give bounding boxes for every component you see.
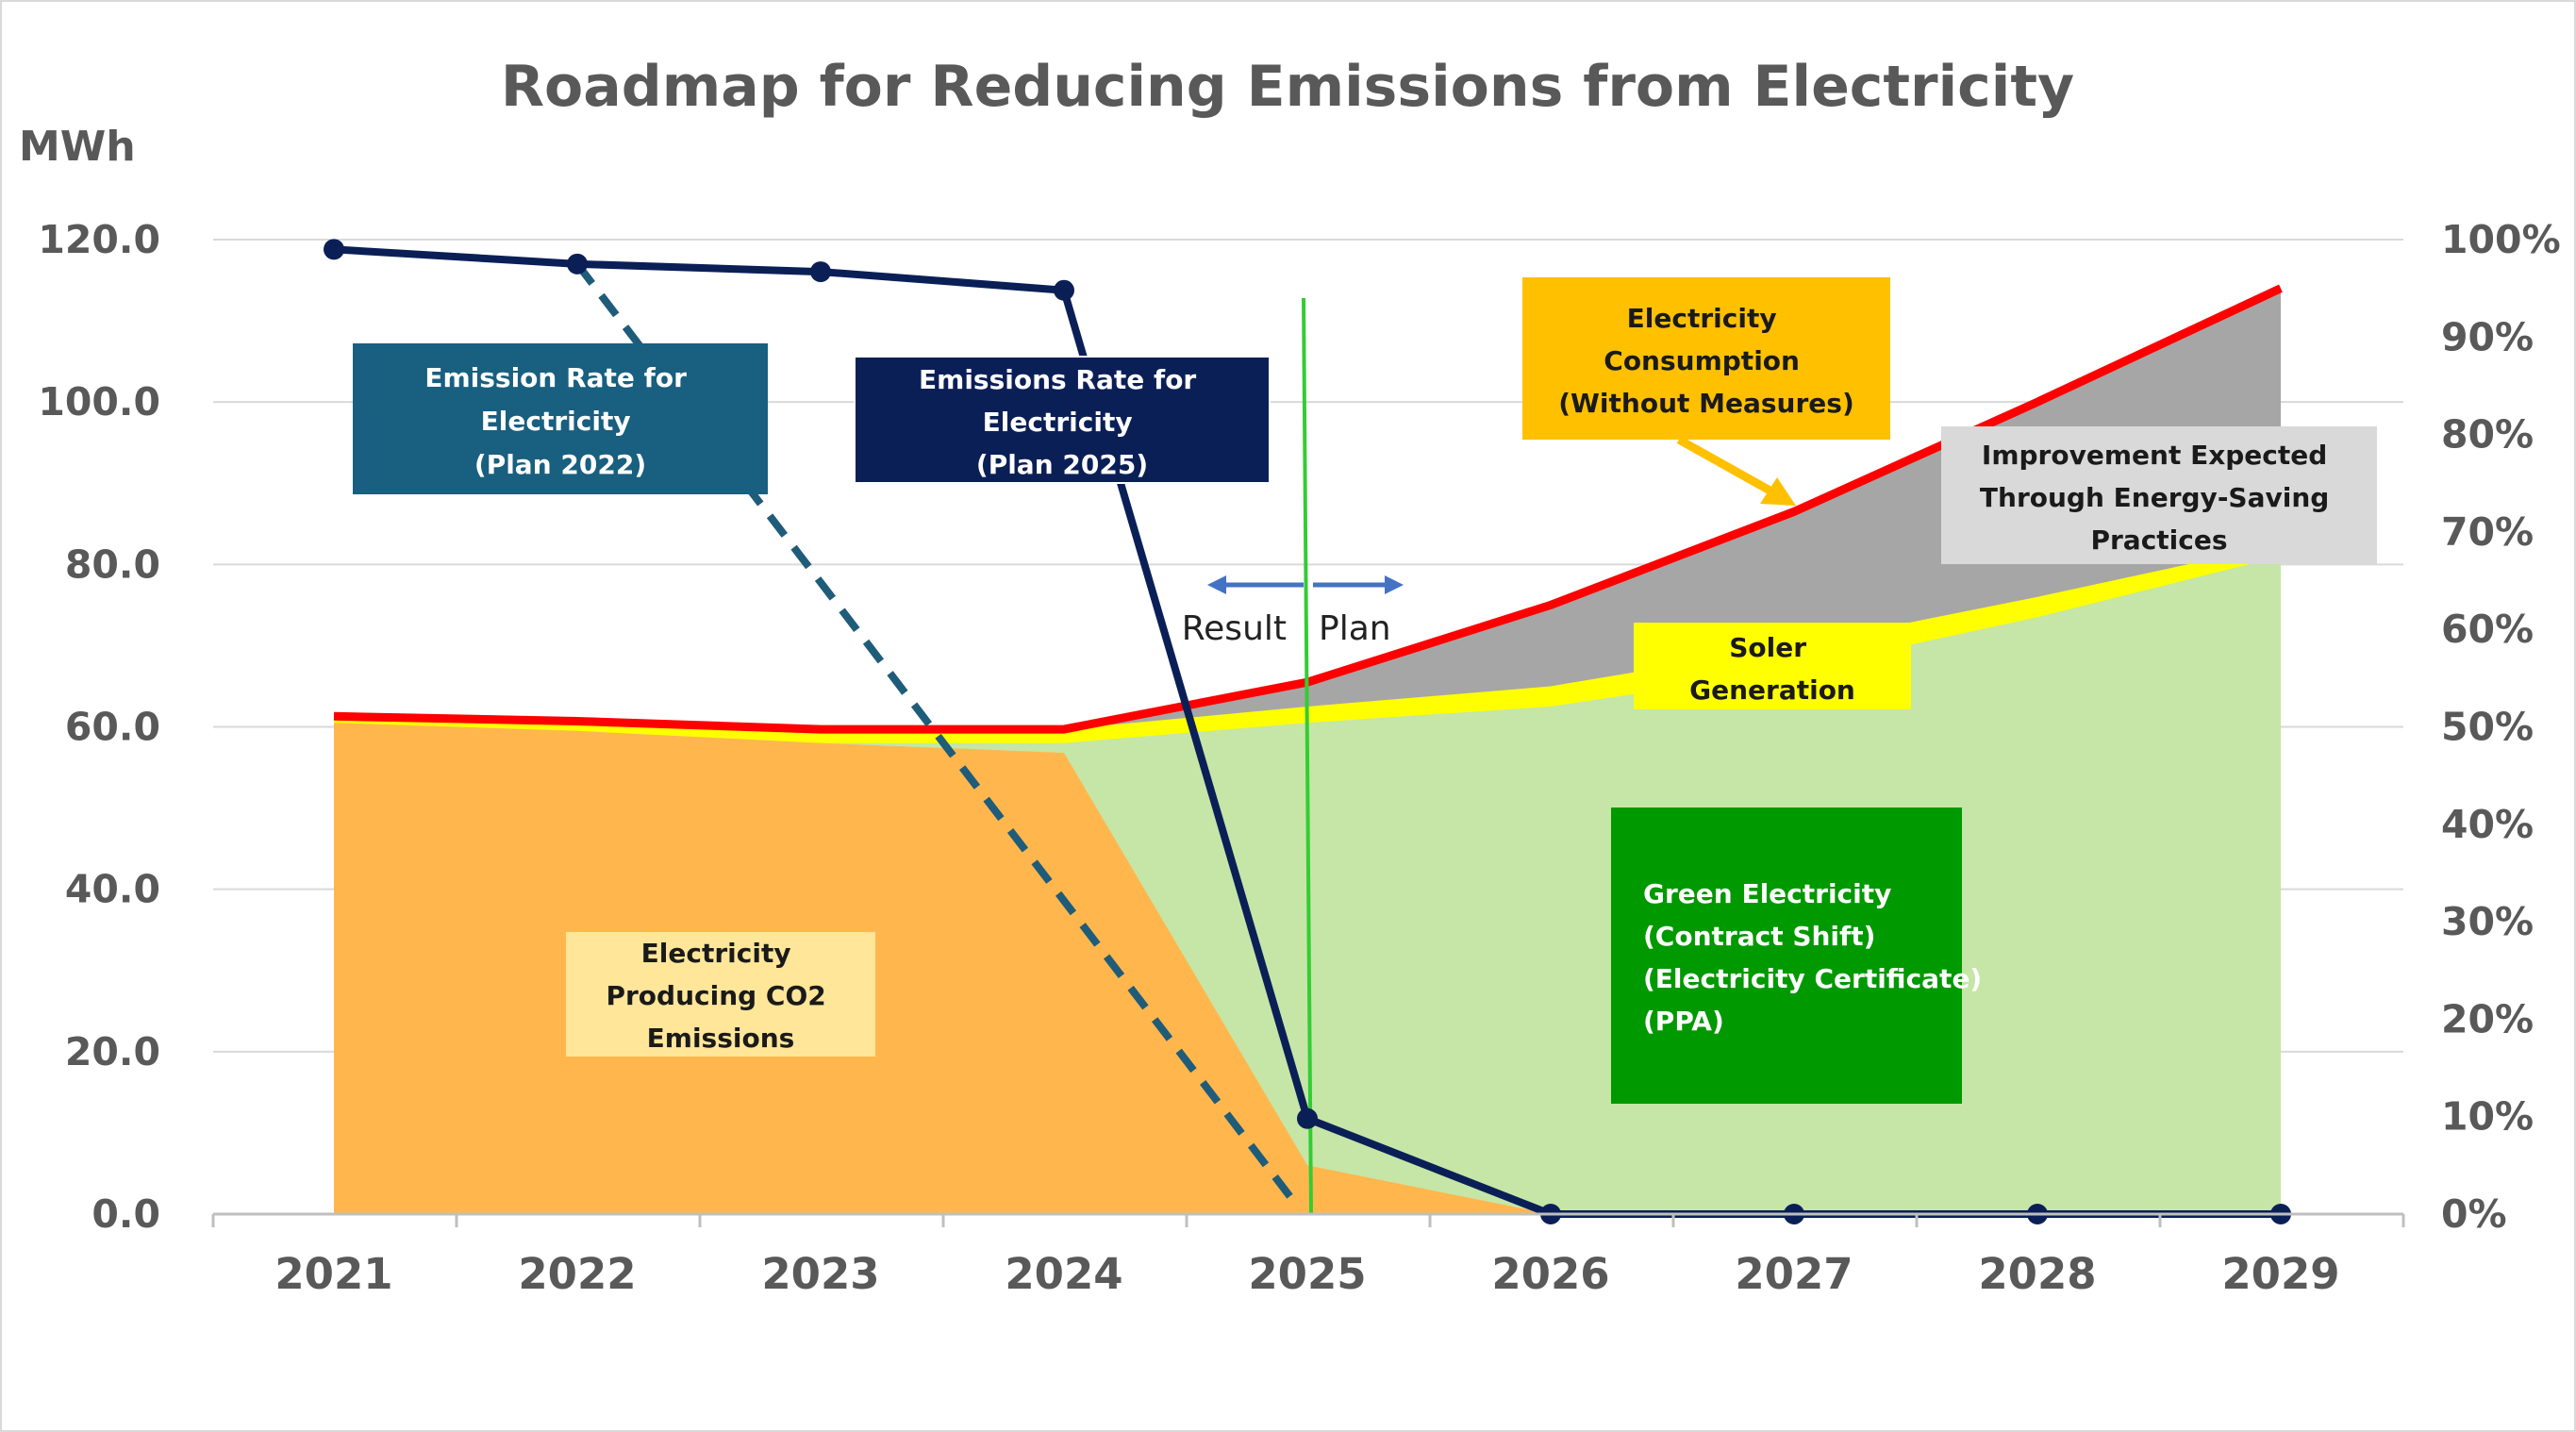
annotation-plan-2025-text: Emissions Rate for Electricity (Plan 202… (919, 364, 1205, 480)
annotation-consumption-text: Electricity Consumption (Without Measure… (1558, 303, 1854, 419)
y-axis-unit-label: MWh (19, 123, 136, 171)
annotation-plan-2022-text: Emission Rate for Electricity (Plan 2022… (424, 362, 695, 480)
annotation-solar-box (1634, 623, 1911, 709)
annotation-line: Producing CO2 (606, 980, 825, 1011)
annotation-line: (PPA) (1643, 1006, 1724, 1037)
co2-emitting-area (334, 723, 1551, 1214)
annotation-line: Green Electricity (1643, 878, 1891, 909)
emission-rate-point (1054, 279, 1074, 301)
y-tick-label: 60.0 (65, 705, 160, 750)
annotation-plan-2022-box (353, 343, 768, 494)
annotation-line: Soler (1729, 632, 1806, 663)
annotation-green-text: Green Electricity (Contract Shift) (Elec… (1643, 878, 1991, 1037)
axes (211, 1212, 2405, 1227)
result-arrow-head (1207, 575, 1226, 594)
y-tick-label: 80.0 (65, 541, 160, 587)
annotation-line: (Plan 2022) (474, 449, 646, 480)
annotation-improvement-text: Improvement Expected Through Energy-Savi… (1980, 440, 2338, 556)
annotation-line: (Contract Shift) (1643, 921, 1875, 952)
annotation-consumption-box (1522, 277, 1890, 440)
y2-tick-label: 60% (2441, 607, 2534, 652)
annotation-line: Consumption (1604, 345, 1800, 376)
x-tick-label: 2025 (1248, 1249, 1366, 1299)
annotation-co2-text: Electricity Producing CO2 Emissions (606, 938, 835, 1054)
x-tick-label: 2028 (1978, 1249, 2096, 1299)
consumption-callout-arrow (1676, 436, 1796, 506)
consumption-arrow-head (1760, 477, 1796, 506)
annotation-line: Electricity (1627, 303, 1777, 334)
annotation-line: Improvement Expected (1982, 440, 2327, 471)
plan-arrow-head (1385, 575, 1404, 594)
annotation-plan-2022: Emission Rate for Electricity (Plan 2022… (353, 343, 768, 494)
annotation-improvement: Improvement Expected Through Energy-Savi… (1941, 426, 2377, 564)
result-plan-divider (1302, 297, 1313, 1215)
y2-tick-label: 0% (2441, 1191, 2507, 1237)
x-tick-label: 2024 (1005, 1249, 1122, 1299)
annotation-line: Through Energy-Saving (1980, 482, 2329, 513)
y-tick-label: 20.0 (65, 1029, 160, 1074)
y2-tick-label: 10% (2441, 1094, 2534, 1140)
annotation-plan-2025: Emissions Rate for Electricity (Plan 202… (854, 356, 1271, 484)
result-plan-marker: Result Plan (1182, 575, 1404, 648)
emission-rate-point (810, 261, 831, 283)
annotation-consumption: Electricity Consumption (Without Measure… (1522, 277, 1890, 440)
annotation-solar-text: Soler Generation (1689, 632, 1855, 706)
annotation-line: (Plan 2025) (976, 449, 1148, 480)
x-tick-label: 2023 (761, 1249, 879, 1299)
annotation-line: Practices (2090, 525, 2227, 556)
annotation-line: Emissions Rate for (919, 364, 1196, 395)
y-tick-label: 120.0 (38, 217, 160, 262)
result-label: Result (1182, 609, 1287, 648)
y2-tick-label: 20% (2441, 996, 2534, 1041)
annotation-line: (Without Measures) (1558, 388, 1854, 419)
annotation-line: Electricity (641, 938, 791, 969)
y2-tick-label: 50% (2441, 705, 2534, 750)
annotation-line: Emissions (647, 1023, 795, 1054)
annotation-co2-box (566, 932, 875, 1057)
y2-tick-label: 90% (2441, 314, 2534, 359)
y2-tick-label: 30% (2441, 899, 2534, 944)
y-tick-label: 40.0 (65, 867, 160, 912)
y-tick-label: 100.0 (38, 379, 160, 425)
annotation-line: Electricity (983, 407, 1133, 438)
x-tick-label: 2021 (274, 1249, 392, 1299)
y2-tick-label: 100% (2441, 217, 2561, 262)
y2-tick-label: 40% (2441, 802, 2534, 847)
annotation-solar: Soler Generation (1634, 623, 1911, 709)
y2-tick-label: 70% (2441, 509, 2534, 555)
emission-rate-point (1297, 1107, 1318, 1129)
annotation-plan-2025-box (854, 356, 1271, 484)
x-tick-label: 2029 (2221, 1249, 2339, 1299)
y-tick-label: 0.0 (91, 1191, 160, 1237)
chart-title: Roadmap for Reducing Emissions from Elec… (501, 54, 2074, 120)
annotation-green: Green Electricity (Contract Shift) (Elec… (1611, 808, 1991, 1104)
emission-rate-point (324, 239, 344, 260)
annotation-line: Electricity (481, 406, 631, 437)
annotation-line: Emission Rate for (424, 362, 687, 393)
emission-rate-point (567, 253, 588, 275)
x-tick-label: 2027 (1735, 1249, 1853, 1299)
plan-label: Plan (1319, 609, 1391, 648)
annotation-line: Generation (1689, 674, 1855, 706)
annotation-improvement-box (1941, 426, 2377, 564)
annotation-green-box (1611, 808, 1962, 1104)
y2-tick-label: 80% (2441, 412, 2534, 458)
annotation-line: (Electricity Certificate) (1643, 963, 1982, 994)
x-tick-label: 2022 (518, 1249, 636, 1299)
x-tick-label: 2026 (1491, 1249, 1609, 1299)
annotation-co2: Electricity Producing CO2 Emissions (566, 932, 875, 1057)
tick-labels: 0.0 20.0 40.0 60.0 80.0 100.0 120.0 0% 10% 20% 30%… (38, 217, 2560, 1299)
consumption-arrow (1676, 436, 1776, 496)
